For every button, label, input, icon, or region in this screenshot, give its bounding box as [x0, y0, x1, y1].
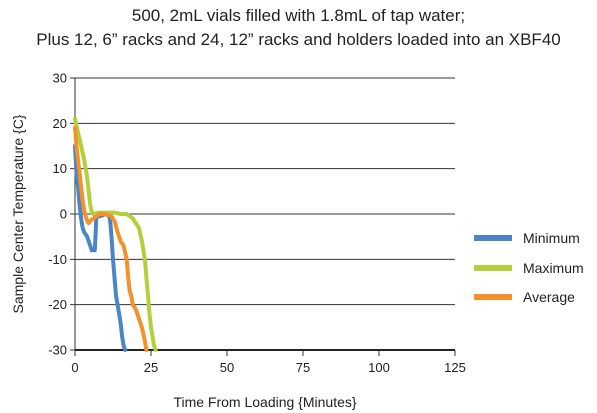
- chart-title-line-2: Plus 12, 6” racks and 24, 12” racks and …: [36, 30, 561, 49]
- x-tick-label: 50: [220, 360, 234, 375]
- y-tick-label: 0: [60, 207, 67, 222]
- x-axis-title: Time From Loading {Minutes}: [173, 394, 356, 410]
- y-tick-label: -10: [48, 252, 67, 267]
- series-line-average: [73, 125, 149, 352]
- y-tick-label: -30: [48, 343, 67, 358]
- y-tick-label: -20: [48, 297, 67, 312]
- x-tick-label: 25: [144, 360, 158, 375]
- chart-title-line-1: 500, 2mL vials filled with 1.8mL of tap …: [131, 6, 466, 25]
- x-tick-label: 100: [368, 360, 390, 375]
- legend-label-maximum: Maximum: [523, 260, 584, 276]
- y-axis-title: Sample Center Temperature {C}: [10, 114, 26, 313]
- x-tick-label: 125: [444, 360, 466, 375]
- y-tick-label: 20: [53, 116, 67, 131]
- legend-label-minimum: Minimum: [523, 230, 580, 246]
- x-tick-label: 0: [71, 360, 78, 375]
- y-tick-label: 30: [53, 71, 67, 86]
- legend-label-average: Average: [523, 289, 575, 305]
- series-line-minimum: [73, 144, 128, 352]
- x-tick-label: 75: [296, 360, 310, 375]
- y-tick-label: 10: [53, 161, 67, 176]
- series-line-maximum: [73, 116, 158, 352]
